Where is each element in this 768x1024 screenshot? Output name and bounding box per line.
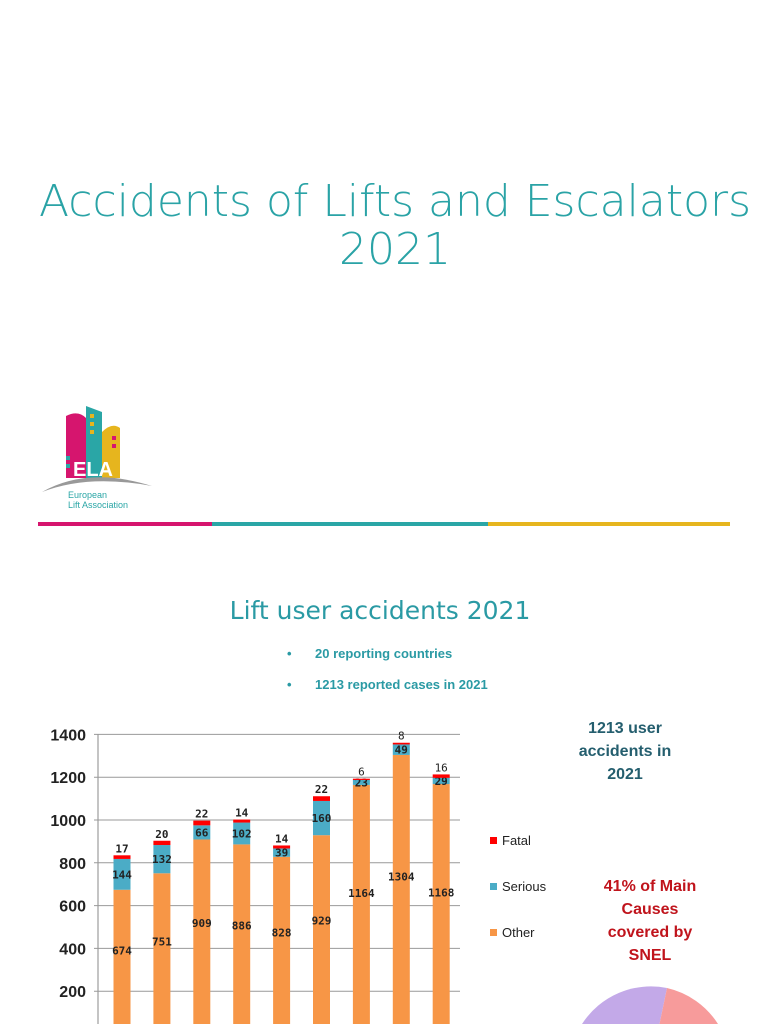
data-label: 102 — [232, 827, 252, 840]
legend-swatch-other — [490, 929, 497, 936]
data-label: 1168 — [428, 887, 455, 900]
page-title: Accidents of Lifts and Escalators 2021 — [38, 176, 751, 275]
data-label: 14 — [235, 807, 249, 820]
svg-text:Lift Association: Lift Association — [68, 500, 128, 510]
data-label: 909 — [192, 917, 212, 930]
data-label: 144 — [112, 868, 132, 881]
bar-serious — [432, 777, 450, 785]
bullet-item: • 20 reporting countries — [287, 646, 453, 661]
data-label: 17 — [115, 842, 128, 855]
data-label: 49 — [395, 744, 408, 757]
bar-serious — [313, 800, 330, 836]
data-label: 1304 — [388, 871, 415, 884]
legend-label-serious: Serious — [502, 879, 547, 894]
data-label: 828 — [272, 927, 292, 940]
data-label: 160 — [312, 812, 332, 825]
bar-other — [392, 754, 410, 1024]
bar-fatal — [233, 819, 251, 823]
bar-serious — [352, 779, 370, 785]
data-label: 29 — [435, 775, 448, 788]
data-label: 66 — [195, 826, 209, 839]
bar-serious — [193, 825, 211, 840]
y-tick-label: 1000 — [50, 813, 86, 830]
y-tick-label: 1200 — [50, 770, 86, 787]
bullet-item: • 1213 reported cases in 2021 — [287, 677, 488, 692]
pie-slice-purple — [582, 986, 667, 1024]
divider-yellow — [488, 522, 730, 526]
data-label: 8 — [398, 730, 405, 743]
bar-fatal — [113, 855, 131, 859]
y-tick-label: 200 — [59, 984, 86, 1001]
bar-serious — [113, 858, 131, 890]
bar-other — [352, 784, 370, 1024]
divider-magenta — [38, 522, 212, 526]
bar-serious — [392, 744, 410, 755]
section-title: Lift user accidents 2021 — [229, 596, 531, 625]
bar-other — [313, 835, 330, 1024]
pie-slice-pink — [659, 988, 718, 1024]
legend-swatch-serious — [490, 883, 497, 890]
bar-fatal — [432, 774, 450, 778]
data-label: 39 — [275, 847, 288, 860]
data-label: 1164 — [348, 887, 375, 900]
bar-fatal — [153, 840, 171, 846]
data-label: 929 — [312, 915, 332, 928]
data-label: 22 — [195, 808, 208, 821]
data-label: 674 — [112, 945, 132, 958]
snel-note: 41% of Main Causes covered by SNEL — [603, 878, 697, 964]
bar-serious — [273, 848, 291, 857]
bar-fatal — [392, 742, 410, 745]
summary-text: 1213 user accidents in 2021 — [578, 720, 672, 783]
data-label: 22 — [315, 783, 328, 796]
bar-serious — [233, 822, 251, 845]
bar-fatal — [273, 845, 291, 849]
bar-serious — [153, 845, 171, 874]
data-label: 751 — [152, 936, 172, 949]
bar-other — [233, 844, 251, 1024]
divider-teal — [212, 522, 488, 526]
data-label: 14 — [275, 832, 289, 845]
ela-logo: ELA European Lift Association — [42, 406, 152, 510]
logo-text: ELA — [73, 459, 113, 481]
bar-other — [193, 839, 211, 1024]
data-label: 132 — [152, 853, 172, 866]
bar-other — [113, 889, 131, 1024]
legend-label-fatal: Fatal — [502, 833, 531, 848]
data-label: 20 — [155, 828, 168, 841]
bar-fatal — [193, 820, 211, 826]
y-tick-label: 800 — [59, 856, 86, 873]
y-tick-label: 600 — [59, 899, 86, 916]
data-label: 6 — [358, 766, 365, 779]
data-label: 16 — [435, 761, 448, 774]
bar-fatal — [313, 796, 330, 801]
y-tick-label: 1400 — [50, 727, 86, 744]
bar-other — [153, 873, 171, 1024]
legend-label-other: Other — [502, 925, 535, 940]
svg-text:European: European — [68, 490, 107, 500]
data-label: 886 — [232, 920, 252, 933]
bar-fatal — [352, 778, 370, 780]
bar-other — [432, 784, 450, 1024]
y-tick-label: 400 — [59, 941, 86, 958]
bar-other — [273, 856, 291, 1024]
legend-swatch-fatal — [490, 837, 497, 844]
